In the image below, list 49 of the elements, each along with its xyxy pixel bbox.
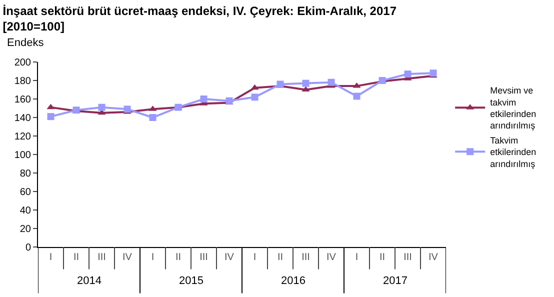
text: 2017	[383, 275, 408, 287]
text: 2014	[77, 275, 102, 287]
point	[302, 80, 310, 87]
x-tick-label: I	[355, 252, 358, 263]
point	[149, 114, 156, 121]
x-tick-label: III	[302, 252, 310, 263]
x-tick-label: I	[49, 252, 52, 263]
x-tick-label: II	[73, 252, 80, 263]
y-tick-label: 200	[14, 58, 32, 68]
x-tick-label: I	[253, 252, 256, 263]
x-tick-label: II	[379, 252, 386, 263]
x-tick-label: III	[404, 252, 412, 263]
point	[404, 70, 412, 78]
y-tick-label: 60	[20, 187, 32, 198]
point	[200, 96, 208, 102]
y-tick-label: 20	[20, 224, 32, 235]
point	[98, 104, 106, 111]
x-tick-label: III	[200, 252, 208, 263]
point	[353, 92, 360, 100]
point	[250, 84, 259, 90]
text: 2015	[179, 275, 204, 287]
x-tick-label: IV	[224, 252, 234, 263]
x-tick-label: III	[98, 252, 106, 263]
x-tick-label: II	[277, 252, 284, 263]
y-tick-label: 120	[14, 132, 32, 142]
legend-label: Mevsim ve takvim etkilerinden arındırılmış	[490, 86, 536, 131]
point	[430, 70, 437, 77]
x-tick-label: IV	[326, 252, 336, 263]
point	[47, 113, 54, 120]
x-tick-label: IV	[122, 252, 132, 263]
point	[46, 104, 55, 110]
legend-label: Takvim etkilerinden arındırılmış	[490, 135, 536, 169]
x-tick-label: IV	[428, 252, 438, 263]
point	[124, 106, 131, 113]
text: 2016	[281, 275, 306, 287]
y-tick-label: 180	[14, 76, 32, 87]
y-tick-label: 40	[20, 206, 32, 216]
chart-title: İnşaat sektörü brüt ücret-maaş endeksi, IV. Çeyrek: Ekim-Aralık, 2017	[2, 4, 397, 18]
point	[251, 94, 258, 101]
y-tick-label: 140	[14, 113, 32, 124]
y-tick-label: 0	[25, 242, 32, 254]
point	[328, 78, 335, 86]
y-tick-label: 80	[20, 168, 32, 180]
y-tick-label: 100	[14, 150, 32, 161]
x-tick-label: I	[151, 252, 154, 263]
chart-subtitle: [2010=100]	[2, 19, 64, 34]
x-tick-label: II	[175, 252, 182, 263]
y-tick-label: 160	[14, 94, 32, 106]
y-axis-title: Endeks	[7, 37, 44, 49]
